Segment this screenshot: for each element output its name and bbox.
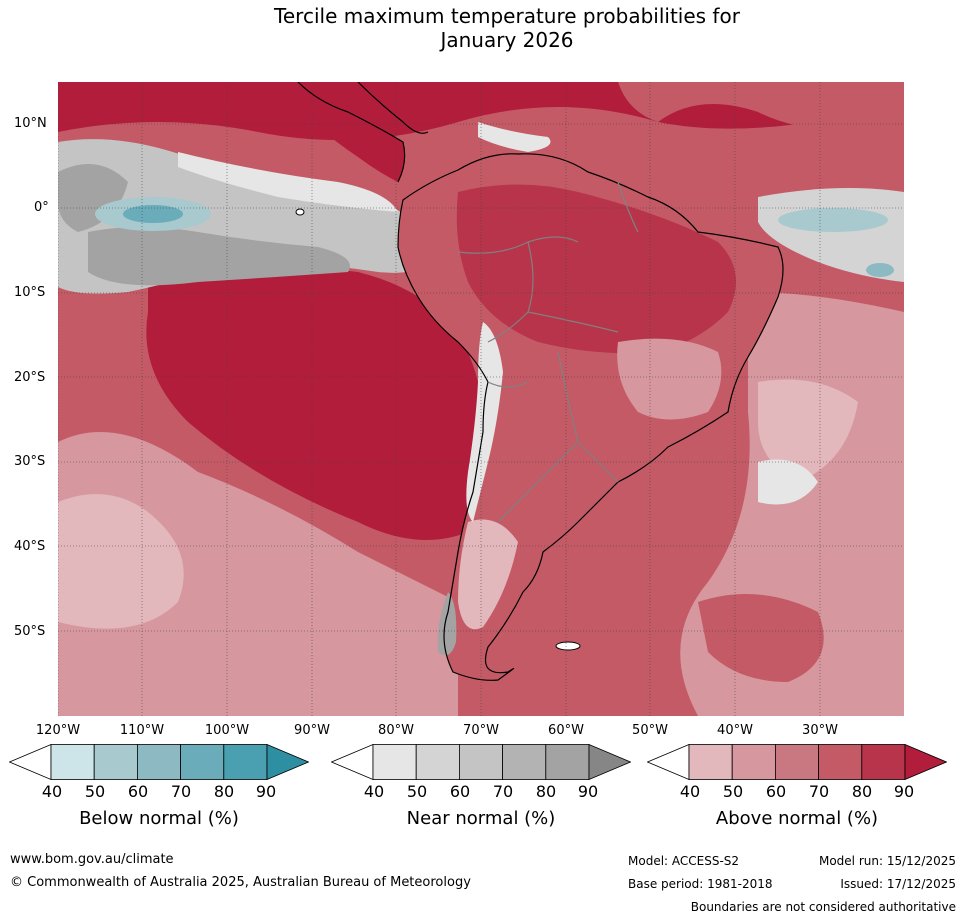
footer-base-period: Base period: 1981-2018: [628, 877, 773, 891]
near-normal-label: Near normal (%): [406, 808, 556, 829]
below-tick-40: 40: [41, 782, 63, 801]
colorbar-segment: [50, 744, 95, 780]
brazil-light: [617, 338, 722, 420]
lat-label-0: 0°: [34, 200, 49, 215]
colorbar-segment: [818, 744, 863, 780]
title-line-2: January 2026: [440, 28, 574, 52]
above-tick-80: 80: [851, 782, 873, 801]
atlantic-north-dark: [618, 82, 904, 130]
equatorial-grey-dark-2: [88, 227, 350, 286]
above-tick-60: 60: [765, 782, 787, 801]
colorbar-segment: [415, 744, 460, 780]
colorbar-segment: [136, 744, 181, 780]
below-normal-small-atlantic: [866, 263, 894, 277]
colorbar-segment: [774, 744, 819, 780]
lon-label-110w: 110°W: [119, 723, 165, 738]
colorbar-segment: [223, 744, 268, 780]
colorbar-over-triangle: [588, 744, 631, 780]
graticule: [58, 82, 904, 716]
south-america-coastline: [397, 153, 784, 681]
near-tick-90: 90: [577, 782, 599, 801]
pacific-dark-red: [146, 265, 482, 540]
near-tick-50: 50: [406, 782, 428, 801]
colorbar-segment: [93, 744, 138, 780]
footer-website: www.bom.gov.au/climate: [10, 852, 174, 867]
colorbar-segment: [458, 744, 503, 780]
equatorial-grey-light: [178, 152, 398, 212]
colorbar-over-triangle: [266, 744, 309, 780]
lon-label-100w: 100°W: [204, 723, 250, 738]
footer-copyright: © Commonwealth of Australia 2025, Austra…: [10, 875, 471, 890]
colorbar-segment: [545, 744, 590, 780]
andes-grey-south: [437, 592, 457, 656]
lon-label-50w: 50°W: [632, 723, 668, 738]
footer-model-run: Model run: 15/12/2025: [818, 854, 956, 868]
lon-label-60w: 60°W: [548, 723, 584, 738]
lat-label-50s: 50°S: [14, 624, 46, 639]
south-pacific-pink: [58, 432, 458, 716]
colorbar-segment: [861, 744, 906, 780]
amazon-dark: [456, 184, 736, 354]
falkland-islands: [555, 641, 581, 651]
colorbar-below-normal: [9, 744, 309, 780]
central-america-coastline: [297, 82, 429, 183]
lon-label-120w: 120°W: [35, 723, 81, 738]
lon-label-40w: 40°W: [717, 723, 753, 738]
colorbar-segment: [372, 744, 417, 780]
above-normal-label: Above normal (%): [715, 808, 879, 829]
colorbar-under-triangle: [647, 744, 690, 780]
probability-map: [58, 82, 904, 716]
caribbean-grey: [478, 122, 551, 152]
near-tick-60: 60: [449, 782, 471, 801]
below-tick-90: 90: [255, 782, 277, 801]
lat-label-20s: 20°S: [14, 370, 46, 385]
lat-label-10s: 10°S: [14, 285, 46, 300]
lat-label-30s: 30°S: [14, 454, 46, 469]
below-normal-core-pacific: [123, 205, 183, 223]
chart-title: Tercile maximum temperature probabilitie…: [0, 4, 965, 52]
footer-disclaimer: Boundaries are not considered authoritat…: [690, 900, 956, 914]
patagonia-light: [458, 519, 518, 630]
below-tick-50: 50: [84, 782, 106, 801]
above-tick-50: 50: [722, 782, 744, 801]
atlantic-grey-patch: [758, 459, 818, 505]
footer-model: Model: ACCESS-S2: [628, 854, 740, 868]
atlantic-light: [758, 379, 858, 482]
atlantic-dark: [698, 594, 824, 682]
colorbar-above-normal: [647, 744, 947, 780]
lon-label-80w: 80°W: [378, 723, 414, 738]
lat-label-40s: 40°S: [14, 539, 46, 554]
equatorial-grey-dark: [58, 164, 128, 232]
below-tick-60: 60: [127, 782, 149, 801]
below-normal-label: Below normal (%): [79, 808, 239, 829]
lon-label-70w: 70°W: [463, 723, 499, 738]
colorbar-under-triangle: [9, 744, 52, 780]
lon-label-90w: 90°W: [294, 723, 330, 738]
colorbar-segment: [502, 744, 547, 780]
lon-label-30w: 30°W: [802, 723, 838, 738]
colorbar-segment: [731, 744, 776, 780]
colorbar-segment: [688, 744, 733, 780]
colorbar-over-triangle: [904, 744, 947, 780]
title-line-1: Tercile maximum temperature probabilitie…: [274, 4, 740, 28]
galapagos-islands: [295, 208, 305, 216]
above-tick-70: 70: [808, 782, 830, 801]
near-tick-40: 40: [363, 782, 385, 801]
near-tick-70: 70: [492, 782, 514, 801]
above-tick-90: 90: [893, 782, 915, 801]
colorbar-near-normal: [331, 744, 631, 780]
colorbar-under-triangle: [331, 744, 374, 780]
lat-label-10n: 10°N: [14, 116, 47, 131]
central-america: [296, 82, 405, 182]
andes-grey: [466, 322, 503, 522]
footer-issued: Issued: 17/12/2025: [840, 877, 956, 891]
south-pacific-pink-2: [58, 494, 184, 629]
colorbar-segment: [180, 744, 225, 780]
near-tick-80: 80: [535, 782, 557, 801]
above-tick-40: 40: [679, 782, 701, 801]
country-borders: [457, 181, 639, 523]
below-tick-70: 70: [170, 782, 192, 801]
below-normal-patch-atlantic: [778, 208, 888, 232]
below-tick-80: 80: [213, 782, 235, 801]
